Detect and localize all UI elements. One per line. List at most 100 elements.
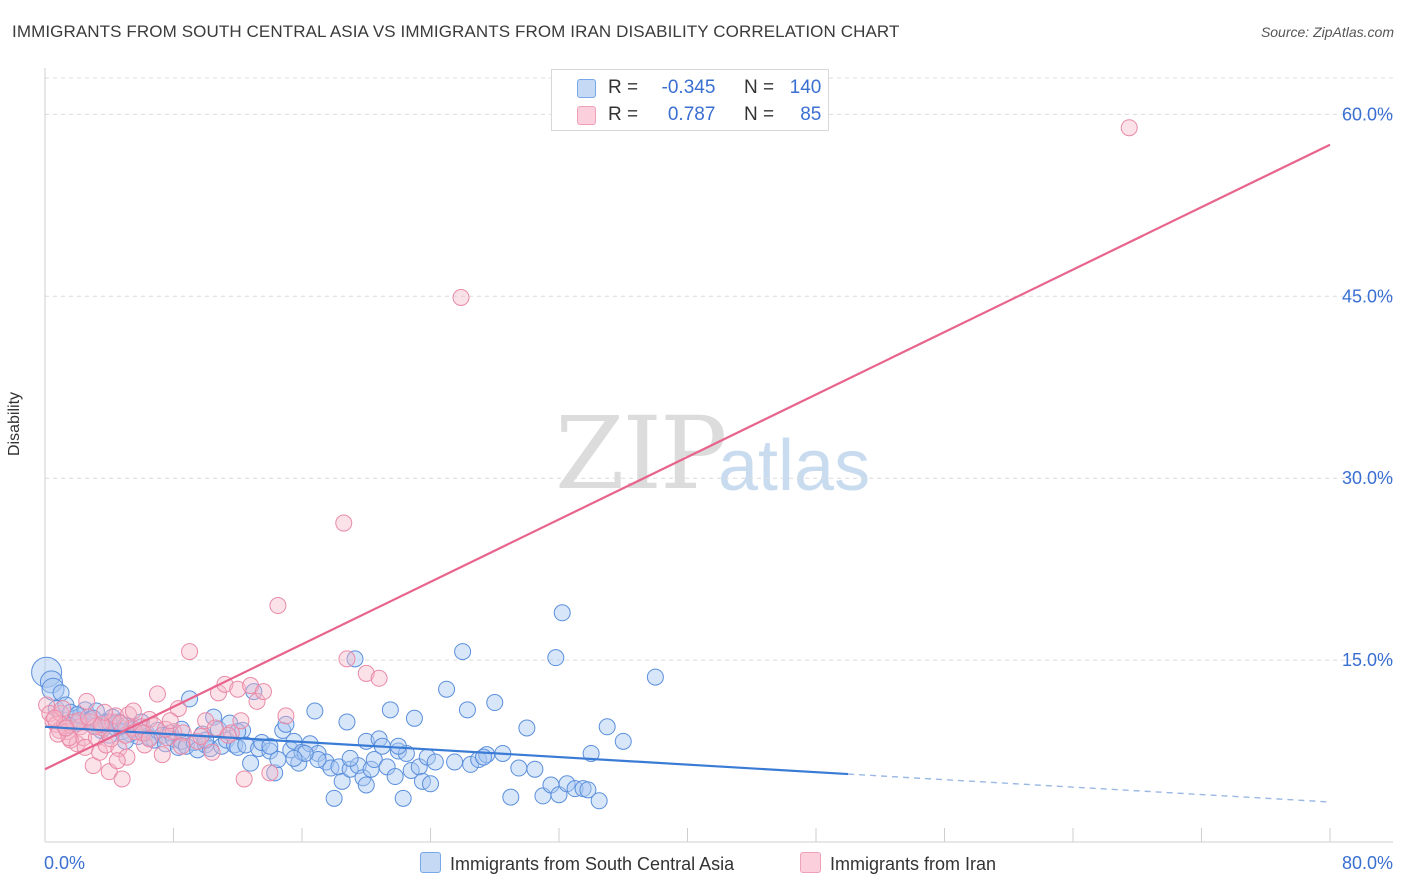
stats-swatch-pink (577, 106, 596, 125)
legend-label-pink: Immigrants from Iran (830, 854, 997, 874)
point-iran (452, 288, 470, 306)
point-south-central-asia (446, 753, 464, 771)
y-tick-label: 15.0% (1342, 650, 1393, 670)
point-south-central-asia (502, 788, 520, 806)
point-south-central-asia (553, 604, 571, 622)
point-iran (254, 683, 272, 701)
point-iran (118, 748, 136, 766)
legend-item-iran[interactable]: Immigrants from Iran (800, 852, 996, 875)
stats-box: R = -0.345 N = 140 R = 0.787 N = 85 (551, 69, 829, 131)
point-iran (261, 764, 279, 782)
point-iran (235, 770, 253, 788)
point-south-central-asia (266, 764, 284, 782)
tick-labels: 15.0% 30.0% 45.0% 60.0% 0.0% 80.0% (44, 104, 1393, 873)
point-south-central-asia (394, 789, 412, 807)
point-south-central-asia (579, 781, 597, 799)
point-south-central-asia (582, 744, 600, 762)
point-south-central-asia (386, 768, 404, 786)
point-south-central-asia (590, 792, 608, 810)
point-south-central-asia (646, 668, 664, 686)
watermark-zip: ZIP (555, 395, 727, 512)
y-tick-label: 45.0% (1342, 286, 1393, 306)
point-iran (108, 752, 126, 770)
point-iran (181, 643, 199, 661)
point-south-central-asia (285, 749, 303, 767)
watermark-atlas: atlas (718, 426, 871, 506)
point-iran (219, 726, 237, 744)
trend-line-iran (44, 143, 1331, 771)
point-iran (124, 702, 142, 720)
point-south-central-asia (486, 694, 504, 712)
point-iran (161, 712, 179, 730)
x-tick-label-end: 80.0% (1342, 853, 1393, 873)
point-iran (269, 597, 287, 615)
point-south-central-asia (242, 754, 260, 772)
point-south-central-asia (614, 732, 632, 750)
point-south-central-asia (306, 702, 324, 720)
point-south-central-asia (341, 749, 359, 767)
point-iran (78, 692, 96, 710)
legend-label-blue: Immigrants from South Central Asia (450, 854, 735, 874)
point-south-central-asia (365, 751, 383, 769)
y-tick-label: 30.0% (1342, 468, 1393, 488)
point-iran (370, 669, 388, 687)
point-south-central-asia (458, 701, 476, 719)
point-south-central-asia (330, 758, 348, 776)
y-tick-label: 60.0% (1342, 104, 1393, 124)
point-south-central-asia (558, 775, 576, 793)
point-iran (113, 770, 131, 788)
point-iran (229, 680, 247, 698)
point-south-central-asia (296, 744, 314, 762)
point-iran (153, 746, 171, 764)
legend-swatch-pink (800, 852, 821, 873)
point-south-central-asia (338, 713, 356, 731)
point-iran (60, 729, 78, 747)
point-iran (357, 664, 375, 682)
point-iran (173, 737, 191, 755)
point-south-central-asia (598, 718, 616, 736)
point-south-central-asia (426, 753, 444, 771)
point-iran (248, 692, 266, 710)
trend-line-south-central-asia-extension (848, 773, 1331, 803)
point-south-central-asia (510, 759, 528, 777)
point-south-central-asia (177, 737, 195, 755)
point-south-central-asia (261, 737, 279, 755)
point-south-central-asia (333, 772, 351, 790)
point-south-central-asia (462, 755, 480, 773)
point-iran (197, 712, 215, 730)
point-south-central-asia (381, 701, 399, 719)
trend-lines (44, 143, 1331, 803)
point-south-central-asia (518, 719, 536, 737)
point-south-central-asia (357, 776, 375, 794)
point-south-central-asia (325, 789, 343, 807)
point-south-central-asia (229, 723, 247, 741)
point-iran (189, 732, 207, 750)
point-iran (277, 707, 295, 725)
legend-item-south-central-asia[interactable]: Immigrants from South Central Asia (420, 852, 734, 875)
point-south-central-asia (405, 709, 423, 727)
point-south-central-asia (526, 760, 544, 778)
point-iran (338, 650, 356, 668)
point-south-central-asia (402, 761, 420, 779)
point-south-central-asia (39, 670, 63, 694)
point-iran (232, 712, 250, 730)
point-south-central-asia (454, 643, 472, 661)
point-iran (203, 743, 221, 761)
point-iran (174, 724, 192, 742)
point-iran (140, 730, 158, 748)
stats-text-blue: R = -0.345 N = 140 (608, 77, 822, 98)
point-south-central-asia (547, 649, 565, 667)
point-iran (1120, 119, 1138, 137)
stats-swatch-blue (577, 79, 596, 98)
point-south-central-asia (438, 680, 456, 698)
point-iran (148, 685, 166, 703)
x-tick-label-start: 0.0% (44, 853, 85, 873)
source-label: Source: ZipAtlas.com (1260, 24, 1394, 40)
point-south-central-asia (422, 775, 439, 793)
legend-swatch-blue (420, 852, 441, 873)
point-south-central-asia (290, 754, 308, 772)
point-iran (79, 708, 97, 726)
point-iran (95, 703, 113, 721)
scatter-points (31, 119, 1138, 810)
